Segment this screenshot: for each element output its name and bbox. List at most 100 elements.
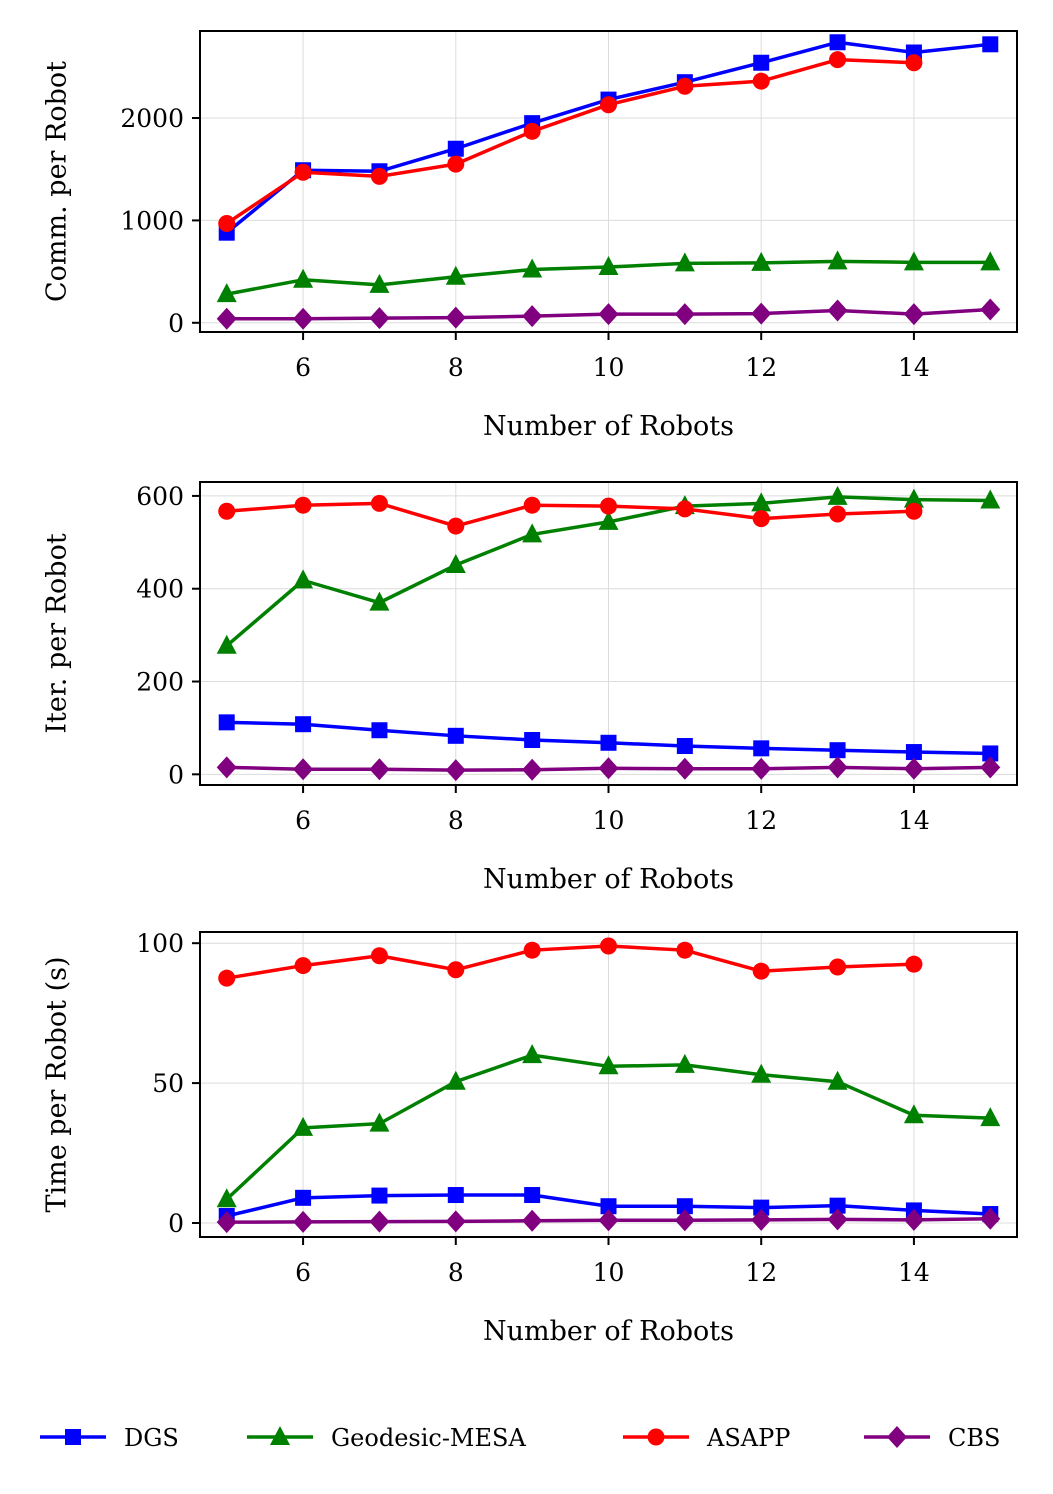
x-axis-label: Number of Robots [483,411,734,442]
data-point [751,1063,772,1083]
x-tick-label: 8 [448,806,464,835]
data-point [829,505,847,523]
data-point [674,1209,695,1232]
data-point [522,258,543,278]
data-point [751,492,772,512]
y-tick-label: 600 [136,482,184,511]
data-point [982,745,999,762]
data-point [600,1198,617,1215]
data-point [827,485,848,505]
data-point [523,122,541,140]
data-point [523,941,541,959]
data-point [216,1188,237,1208]
series-line [226,944,914,980]
data-point [522,1209,543,1232]
legend-entry-dgs: DGS [40,1424,179,1452]
data-point [218,714,235,731]
x-axis-label: Number of Robots [483,864,734,895]
data-point [905,744,922,761]
data-point [447,517,465,535]
data-point [600,497,617,515]
series-line [225,57,914,225]
legend-label: CBS [948,1424,1000,1452]
data-point [445,306,466,329]
data-point [370,494,388,512]
data-point [829,51,847,69]
legend: DGS Geodesic-MESA ASAPP CBS [40,1424,1000,1452]
data-point [447,140,464,157]
data-point [674,1053,695,1073]
x-tick-label: 12 [745,353,777,382]
y-tick-label: 2000 [120,104,184,133]
data-point [447,961,465,979]
x-tick-label: 8 [448,1258,464,1287]
data-point [674,252,695,272]
data-point [598,1209,619,1232]
y-axis-label: Comm. per Robot [42,61,73,302]
data-point [676,500,694,518]
data-point [827,1208,848,1231]
series-dgs [218,714,999,762]
series-cbs [216,298,1001,330]
y-tick-label: 100 [136,929,184,958]
data-point [293,268,314,288]
data-point [676,738,693,755]
data-point [829,958,847,976]
data-point [523,496,541,514]
data-point [827,250,848,270]
series-asapp [218,937,923,987]
data-point [600,734,617,751]
data-point [447,727,464,744]
x-tick-label: 14 [898,1258,930,1287]
data-point [827,756,848,779]
x-tick-label: 14 [898,353,930,382]
legend-label: Geodesic-MESA [331,1424,526,1452]
data-point [753,1199,770,1216]
data-point [369,1210,390,1233]
data-point [980,251,1001,271]
data-point [522,758,543,781]
data-point [598,255,619,275]
data-point [369,758,390,781]
data-point [980,298,1001,321]
data-point [522,1044,543,1064]
y-tick-label: 0 [168,760,184,789]
data-point [293,307,314,330]
data-point [216,307,237,330]
chart-panel-1: 6 8 10 12 14 0 1000 2000 Number of Robots Comm. p… [42,30,1018,442]
data-point [751,1208,772,1231]
data-point [676,941,694,959]
data-point [369,1112,390,1132]
legend-entry-asapp: ASAPP [623,1424,790,1452]
y-tick-label: 50 [152,1069,184,1098]
data-point [751,302,772,325]
y-tick-label: 200 [136,668,184,697]
x-tick-label: 12 [745,1258,777,1287]
data-point [827,1070,848,1090]
data-point [751,251,772,271]
data-point [676,1198,693,1215]
legend-marker [887,1426,907,1448]
legend-marker [647,1428,665,1446]
data-point [905,502,923,520]
data-point [447,1187,464,1204]
data-point [295,716,312,733]
data-point [903,757,924,780]
series-asapp [218,494,923,535]
data-point [293,1210,314,1233]
series-cbs [216,756,1001,782]
data-point [371,1187,388,1204]
legend-label: ASAPP [706,1424,790,1452]
data-point [370,167,388,185]
data-point [598,303,619,326]
data-point [903,1104,924,1124]
data-point [524,731,541,748]
data-point [980,1107,1001,1127]
data-point [980,756,1001,779]
data-point [753,54,770,71]
data-point [827,299,848,322]
y-axis-label: Iter. per Robot [42,533,73,733]
data-point [293,1116,314,1136]
data-point [598,757,619,780]
